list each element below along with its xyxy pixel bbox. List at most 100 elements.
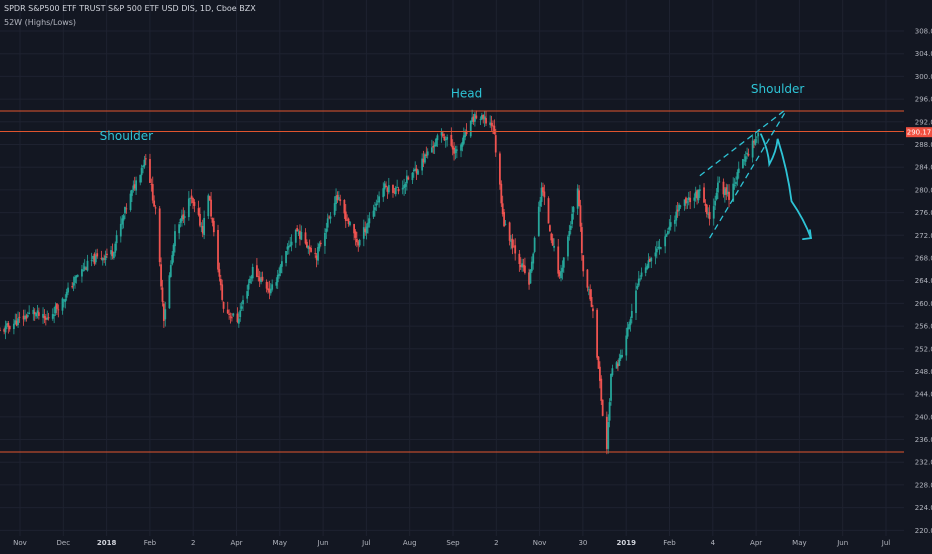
candle xyxy=(190,189,193,204)
candle-body xyxy=(280,261,283,267)
candle xyxy=(728,184,730,208)
candle-body xyxy=(121,218,124,225)
candle xyxy=(407,175,410,181)
candle-body xyxy=(568,231,571,236)
candle xyxy=(150,178,153,192)
candle xyxy=(696,189,698,205)
x-tick-label: Nov xyxy=(533,539,547,547)
candle-body xyxy=(231,317,233,319)
drawings[interactable] xyxy=(699,109,812,241)
candle-body xyxy=(737,168,740,173)
candle-body xyxy=(539,200,542,207)
candle xyxy=(569,221,572,235)
candle xyxy=(143,155,146,169)
candle-body xyxy=(249,278,251,284)
candle xyxy=(601,399,604,417)
wedge-lower-line[interactable] xyxy=(709,112,786,239)
candle xyxy=(296,225,299,232)
candle-body xyxy=(51,314,54,319)
candle-body xyxy=(17,318,19,325)
candle xyxy=(255,258,258,278)
candle-body xyxy=(247,283,250,290)
candle xyxy=(44,313,47,326)
candle-body xyxy=(537,206,540,237)
candle-body xyxy=(160,264,162,287)
candle xyxy=(743,154,746,166)
candle xyxy=(246,285,249,303)
candle xyxy=(401,180,404,195)
x-axis[interactable]: Nov Dec 2018 Feb 2 Apr May Jun Jul Aug Sep 2 Nov 30 20… xyxy=(13,539,890,547)
candle-body xyxy=(494,135,497,153)
candle-body xyxy=(493,125,496,135)
candle-body xyxy=(337,197,340,200)
candle-body xyxy=(365,226,368,234)
x-tick-label: 2 xyxy=(191,539,195,547)
candle xyxy=(592,304,594,319)
candle-body xyxy=(246,291,249,299)
candle-body xyxy=(376,201,379,203)
candle-body xyxy=(158,208,161,263)
x-tick-label: 2018 xyxy=(97,539,117,547)
candle xyxy=(183,210,186,226)
candle xyxy=(610,373,612,406)
candle-body xyxy=(290,241,293,246)
candle-body xyxy=(675,211,678,221)
candle-body xyxy=(550,233,553,241)
candle xyxy=(382,182,385,202)
y-axis[interactable]: 308.00 304.00 300.00 296.00 292.00 288.00 284.… xyxy=(906,28,932,535)
candle-body xyxy=(8,325,11,330)
candle xyxy=(425,146,428,158)
annotation-label: Shoulder xyxy=(751,82,805,96)
candle-body xyxy=(144,158,147,160)
candle xyxy=(582,255,585,277)
candle-body xyxy=(300,231,303,240)
candle xyxy=(171,251,174,266)
candle-body xyxy=(36,310,39,314)
candle-body xyxy=(200,226,203,228)
candle-body xyxy=(689,197,692,203)
candle-body xyxy=(499,153,501,185)
candle xyxy=(687,191,690,206)
candle xyxy=(358,238,361,248)
candle xyxy=(539,197,542,212)
candle xyxy=(548,224,551,232)
candle xyxy=(403,178,405,196)
candle xyxy=(347,217,350,227)
candle-body xyxy=(489,122,492,125)
candle-body xyxy=(500,183,503,204)
candle xyxy=(153,195,156,207)
candle xyxy=(258,270,261,288)
candle-body xyxy=(221,284,224,300)
candle xyxy=(278,267,281,279)
candle xyxy=(129,190,132,212)
candle-body xyxy=(329,216,332,219)
candle-body xyxy=(469,120,472,137)
candle xyxy=(567,234,569,261)
candle xyxy=(617,359,619,371)
candle xyxy=(717,176,719,200)
candle xyxy=(405,169,408,191)
candle xyxy=(547,196,550,224)
candle xyxy=(375,199,378,212)
projection-path[interactable] xyxy=(760,133,812,240)
candle-body xyxy=(218,269,221,277)
candle-body xyxy=(317,247,319,261)
candle xyxy=(626,321,629,339)
y-tick-label: 280.00 xyxy=(915,186,932,194)
candle xyxy=(24,309,26,322)
wedge-upper-line[interactable] xyxy=(699,109,785,177)
candle xyxy=(318,241,321,252)
candle-body xyxy=(558,272,561,276)
candle xyxy=(279,263,282,277)
y-tick-label: 288.00 xyxy=(915,141,932,149)
candle xyxy=(280,255,283,274)
candle-body xyxy=(578,190,580,207)
candle xyxy=(411,172,414,184)
horizontal-levels[interactable] xyxy=(0,110,904,453)
candle xyxy=(746,147,748,160)
candle xyxy=(4,320,7,340)
candle-body xyxy=(504,223,507,225)
y-tick-label: 224.00 xyxy=(915,504,932,512)
